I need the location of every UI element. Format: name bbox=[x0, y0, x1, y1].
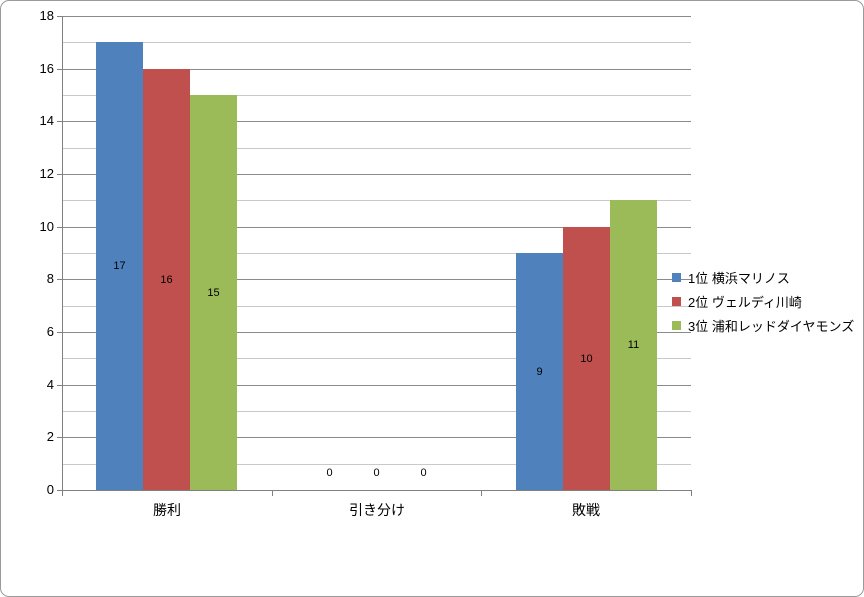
major-gridline bbox=[62, 332, 691, 333]
legend: 1位 横浜マリノス 2位 ヴェルディ川崎 3位 浦和レッドダイヤモンズ bbox=[672, 265, 854, 337]
y-axis-tick-mark bbox=[57, 332, 62, 333]
y-axis-tick-mark bbox=[57, 16, 62, 17]
major-gridline bbox=[62, 69, 691, 70]
y-axis-tick-mark bbox=[57, 385, 62, 386]
legend-label: 2位 ヴェルディ川崎 bbox=[688, 294, 802, 310]
y-axis-tick-mark bbox=[57, 174, 62, 175]
minor-gridline bbox=[62, 464, 691, 465]
category-label: 引き分け bbox=[349, 502, 405, 518]
major-gridline bbox=[62, 16, 691, 17]
bar-1位 横浜マリノス-敗戦[interactable] bbox=[516, 253, 563, 490]
category-label: 敗戦 bbox=[572, 502, 600, 518]
y-axis-tick-label: 10 bbox=[39, 219, 54, 234]
bar-3位 浦和レッドダイヤモンズ-勝利[interactable] bbox=[190, 95, 237, 490]
bar-value-label: 0 bbox=[373, 467, 380, 479]
major-gridline bbox=[62, 121, 691, 122]
minor-gridline bbox=[62, 358, 691, 359]
bar-value-label: 16 bbox=[160, 274, 173, 286]
y-axis-line bbox=[62, 16, 63, 490]
major-gridline bbox=[62, 227, 691, 228]
y-axis-tick-label: 18 bbox=[39, 8, 54, 23]
major-gridline bbox=[62, 437, 691, 438]
major-gridline bbox=[62, 174, 691, 175]
legend-item[interactable]: 2位 ヴェルディ川崎 bbox=[672, 289, 854, 313]
bar-1位 横浜マリノス-勝利[interactable] bbox=[96, 42, 143, 490]
y-axis-tick-mark bbox=[57, 121, 62, 122]
y-axis-tick-mark bbox=[57, 227, 62, 228]
y-axis-tick-label: 6 bbox=[46, 324, 54, 339]
bar-value-label: 15 bbox=[207, 287, 220, 299]
bar-value-label: 10 bbox=[580, 353, 593, 365]
legend-swatch-icon bbox=[672, 296, 681, 306]
major-gridline bbox=[62, 385, 691, 386]
y-axis-tick-label: 12 bbox=[39, 166, 54, 181]
y-axis-tick-label: 2 bbox=[46, 429, 54, 444]
minor-gridline bbox=[62, 306, 691, 307]
legend-item[interactable]: 1位 横浜マリノス bbox=[672, 265, 854, 289]
y-axis-tick-label: 8 bbox=[46, 271, 54, 286]
bar-value-label: 9 bbox=[536, 366, 543, 378]
y-axis-tick-mark bbox=[57, 437, 62, 438]
x-axis-tick-mark bbox=[691, 491, 692, 496]
y-axis-tick-label: 4 bbox=[46, 377, 54, 392]
y-axis-tick-label: 14 bbox=[39, 113, 54, 128]
x-axis-tick-mark bbox=[62, 491, 63, 496]
minor-gridline bbox=[62, 253, 691, 254]
minor-gridline bbox=[62, 200, 691, 201]
bar-value-label: 0 bbox=[420, 467, 427, 479]
major-gridline bbox=[62, 279, 691, 280]
x-axis-tick-mark bbox=[481, 491, 482, 496]
y-axis-tick-label: 0 bbox=[46, 482, 54, 497]
y-axis-tick-mark bbox=[57, 69, 62, 70]
bar-value-label: 11 bbox=[627, 339, 640, 351]
minor-gridline bbox=[62, 148, 691, 149]
minor-gridline bbox=[62, 42, 691, 43]
bar-2位 ヴェルディ川崎-勝利[interactable] bbox=[143, 69, 190, 490]
x-axis-tick-mark bbox=[272, 491, 273, 496]
y-axis-tick-mark bbox=[57, 279, 62, 280]
y-axis-tick-label: 16 bbox=[39, 61, 54, 76]
category-label: 勝利 bbox=[153, 502, 181, 518]
bar-value-label: 17 bbox=[113, 260, 126, 272]
minor-gridline bbox=[62, 95, 691, 96]
legend-swatch-icon bbox=[672, 272, 681, 282]
bar-value-label: 0 bbox=[326, 467, 333, 479]
y-axis-tick-mark bbox=[57, 490, 62, 491]
x-axis-line bbox=[62, 490, 692, 491]
legend-label: 3位 浦和レッドダイヤモンズ bbox=[688, 318, 855, 334]
legend-swatch-icon bbox=[672, 320, 681, 330]
bar-2位 ヴェルディ川崎-敗戦[interactable] bbox=[563, 227, 610, 490]
legend-label: 1位 横浜マリノス bbox=[688, 270, 790, 286]
bar-3位 浦和レッドダイヤモンズ-敗戦[interactable] bbox=[610, 200, 657, 490]
legend-item[interactable]: 3位 浦和レッドダイヤモンズ bbox=[672, 313, 854, 337]
minor-gridline bbox=[62, 411, 691, 412]
